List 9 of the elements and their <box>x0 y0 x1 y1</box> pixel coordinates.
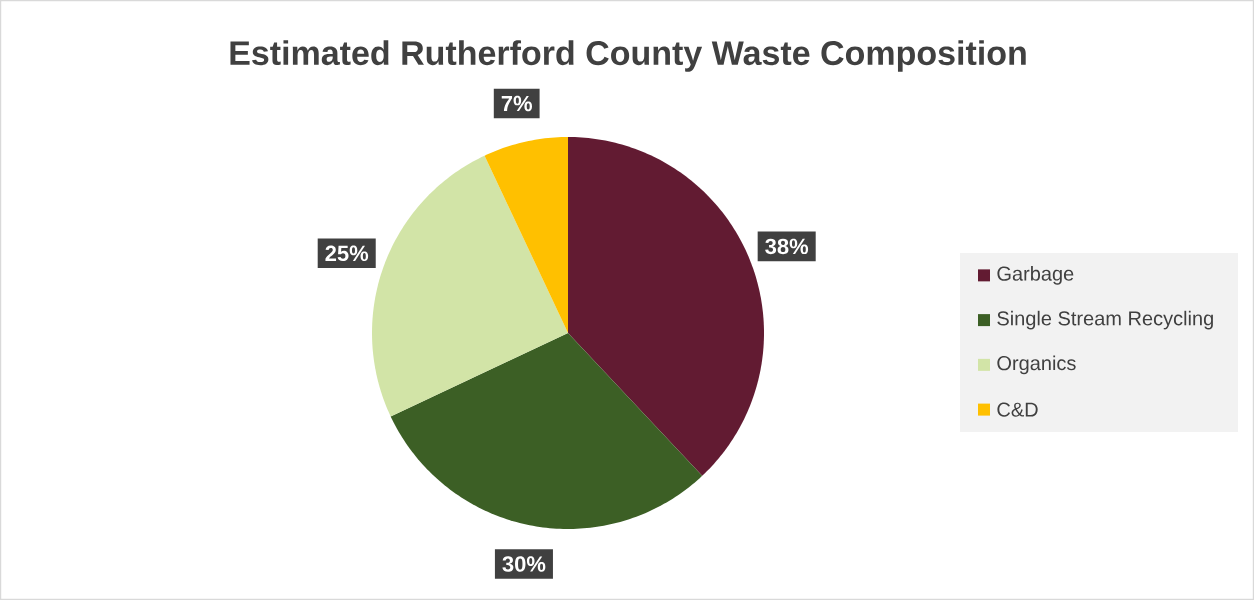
legend-label: Organics <box>997 355 1076 375</box>
data-label: 30% <box>502 556 546 572</box>
chart-title: Estimated Rutherford County Waste Composition <box>230 40 1026 72</box>
data-label: 38% <box>765 238 809 255</box>
legend-label: C&D <box>997 402 1038 417</box>
legend-label: Garbage <box>997 266 1074 285</box>
data-label: 25% <box>325 245 369 262</box>
data-label: 7% <box>501 95 533 112</box>
legend-label: Single Stream Recycling <box>997 310 1213 330</box>
